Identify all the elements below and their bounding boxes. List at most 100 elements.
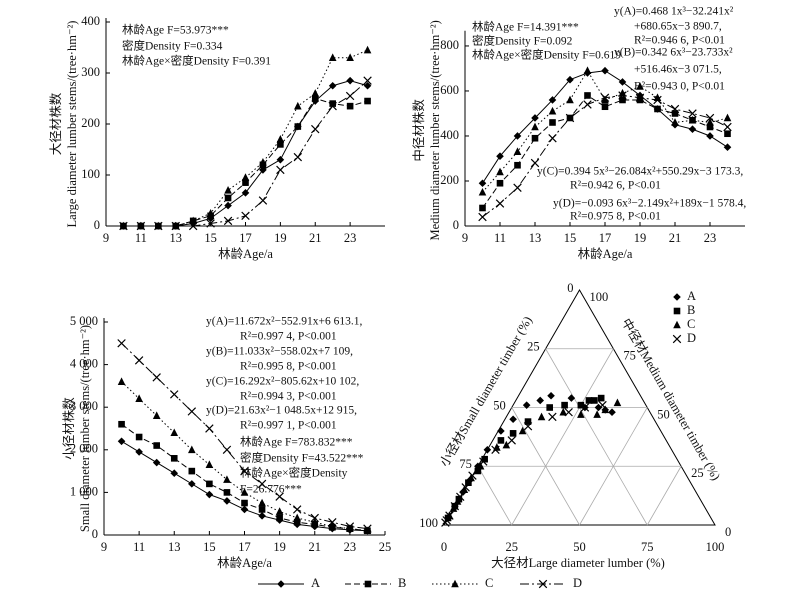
x-tick-label: 19 xyxy=(273,540,286,554)
marker-diamond xyxy=(135,448,143,456)
marker-triangle xyxy=(478,187,487,196)
x-tick-label: 11 xyxy=(494,231,506,245)
annotation: 林龄Age F=14.391*** xyxy=(472,20,579,34)
marker-cross xyxy=(171,221,180,231)
marker-triangle xyxy=(152,411,161,420)
marker-triangle xyxy=(311,89,320,97)
marker-cross xyxy=(548,134,557,143)
annotation: 林龄Age F=53.973*** xyxy=(122,23,229,37)
marker-square xyxy=(549,119,556,126)
marker-square xyxy=(671,110,679,117)
marker-cross xyxy=(653,95,662,105)
x-axis-title: 林龄Age/a xyxy=(218,247,273,261)
annotation: R²=0.975 8, P<0.01 xyxy=(570,211,661,223)
marker-square xyxy=(118,420,125,428)
grid-line xyxy=(646,466,682,526)
marker-triangle xyxy=(496,167,504,176)
marker-cross xyxy=(723,122,732,132)
legend-label: D xyxy=(573,576,582,590)
x-tick-label: 13 xyxy=(168,540,181,554)
large-tick-label: 100 xyxy=(706,540,725,554)
marker-triangle xyxy=(673,320,681,329)
marker-triangle xyxy=(451,579,459,588)
marker-cross xyxy=(345,522,355,531)
y-tick-label: 400 xyxy=(81,14,100,28)
large-tick-label: 50 xyxy=(573,540,586,554)
marker-square xyxy=(597,394,605,402)
marker-triangle xyxy=(688,115,697,124)
marker-square xyxy=(584,92,591,99)
x-axis-title: 林龄Age/a xyxy=(578,247,633,261)
marker-triangle xyxy=(531,122,539,131)
marker-triangle xyxy=(653,93,662,102)
y-tick-label: 1 000 xyxy=(70,484,98,498)
y-tick-label: 200 xyxy=(81,116,100,130)
marker-square xyxy=(546,404,553,411)
annotation: y(B)=11.033x²−558.02x+7 109, xyxy=(206,346,353,358)
marker-triangle xyxy=(537,412,546,421)
y-tick-label: 5 000 xyxy=(70,314,98,328)
annotation: y(D)=21.63x²−1 048.5x+12 915, xyxy=(206,405,357,417)
grid-line xyxy=(511,348,614,526)
marker-triangle xyxy=(293,513,301,522)
marker-square xyxy=(188,467,196,475)
annotation: R²=0.997 1, P<0.001 xyxy=(240,420,337,432)
marker-triangle xyxy=(135,394,143,402)
marker-cross xyxy=(478,212,487,222)
marker-diamond xyxy=(618,78,627,86)
marker-cross xyxy=(187,407,197,416)
marker-cross xyxy=(363,524,372,533)
marker-triangle xyxy=(258,498,266,507)
marker-diamond xyxy=(152,458,161,467)
marker-diamond xyxy=(223,497,231,505)
marker-square xyxy=(474,467,482,475)
marker-cross xyxy=(530,158,540,168)
y-tick-label: 200 xyxy=(440,173,459,187)
marker-triangle xyxy=(363,526,372,535)
marker-cross xyxy=(450,501,460,511)
marker-triangle xyxy=(310,517,319,526)
marker-square xyxy=(346,102,354,110)
marker-diamond xyxy=(536,396,545,405)
marker-cross xyxy=(491,445,500,455)
legend-label: D xyxy=(687,331,696,345)
marker-square xyxy=(465,479,472,486)
series-line xyxy=(123,97,368,227)
marker-cross xyxy=(580,403,590,412)
annotation: R²=0.942 6, P<0.01 xyxy=(570,180,661,192)
marker-triangle xyxy=(276,135,285,143)
y-tick-label: 0 xyxy=(453,218,459,232)
marker-cross xyxy=(456,492,465,502)
marker-cross xyxy=(461,483,470,492)
marker-triangle xyxy=(188,445,196,454)
marker-square xyxy=(293,518,301,526)
marker-cross xyxy=(152,373,161,382)
marker-diamond xyxy=(346,76,354,85)
x-tick-label: 9 xyxy=(462,231,468,245)
marker-cross xyxy=(600,93,610,102)
marker-diamond xyxy=(277,580,285,588)
y-tick-label: 4 000 xyxy=(70,356,98,370)
marker-triangle xyxy=(518,426,527,435)
y-axis-title-en: Large diameter lumber stems/(tree·hm⁻²) xyxy=(65,21,79,228)
marker-diamond xyxy=(688,125,697,134)
series-line xyxy=(482,94,728,209)
legend-label: C xyxy=(485,576,493,590)
marker-cross xyxy=(205,424,214,433)
marker-square xyxy=(706,123,714,131)
annotation: +680.65x−3 890.7, xyxy=(634,21,722,33)
marker-square xyxy=(514,161,521,169)
annotation: R²=0.946 6, P<0.01 xyxy=(634,35,725,47)
large-tick-label: 0 xyxy=(441,540,447,554)
marker-square xyxy=(591,397,598,404)
annotation: 林龄Age×密度Density F=0.391 xyxy=(122,54,271,68)
x-tick-label: 21 xyxy=(309,231,322,245)
small-tick-label: 0 xyxy=(567,281,573,295)
marker-diamond xyxy=(594,403,603,412)
marker-triangle xyxy=(205,460,214,469)
marker-diamond xyxy=(483,446,492,454)
medium-tick-label: 25 xyxy=(691,466,704,480)
y-axis-title: 中径材株数 xyxy=(411,99,426,162)
y-tick-label: 100 xyxy=(81,167,100,181)
marker-triangle xyxy=(241,173,250,181)
